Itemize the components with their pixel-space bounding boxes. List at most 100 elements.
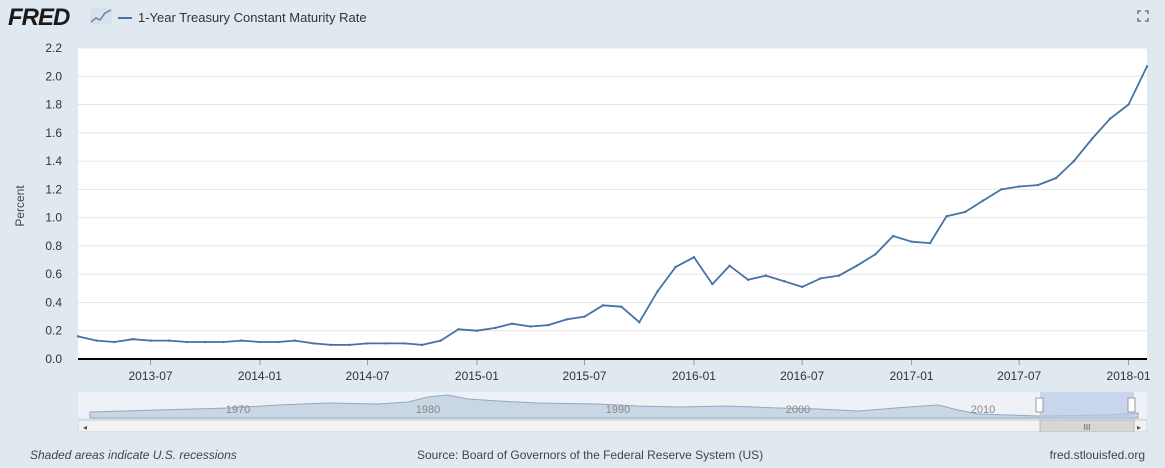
x-tick-label: 2015-07 <box>563 369 607 383</box>
data-point <box>510 322 514 325</box>
series-group <box>76 65 1149 347</box>
data-point <box>439 339 442 342</box>
data-point <box>421 343 424 347</box>
navigator-handle-left[interactable] <box>1035 397 1044 413</box>
data-point <box>403 342 406 345</box>
navigator-label: 1980 <box>416 404 440 416</box>
data-point <box>475 329 479 332</box>
data-point <box>494 326 497 330</box>
y-tick-label: 0.4 <box>45 295 62 309</box>
data-point <box>746 278 750 282</box>
data-point <box>131 338 134 341</box>
y-tick-label: 0.6 <box>45 267 62 281</box>
data-point <box>783 280 786 283</box>
x-tick-label: 2014-01 <box>238 369 282 383</box>
navigator-label: 1970 <box>226 404 250 416</box>
y-tick-label: 2.0 <box>45 69 62 83</box>
data-point <box>945 215 948 218</box>
data-point <box>800 285 804 289</box>
navigator-label: 2010 <box>971 404 995 416</box>
data-point <box>277 340 280 344</box>
data-point <box>167 339 171 342</box>
data-point <box>1054 176 1058 180</box>
data-point <box>366 342 369 345</box>
x-axis-ticks: 2013-07 2014-01 2014-07 2015-01 2015-07 2016-… <box>129 359 1151 383</box>
site-link[interactable]: fred.stlouisfed.org <box>1049 448 1145 462</box>
fred-logo[interactable]: FRED <box>8 4 70 31</box>
navigator-label: 2000 <box>786 404 810 416</box>
data-point <box>529 325 532 328</box>
data-point <box>855 264 859 267</box>
fullscreen-icon[interactable] <box>1137 10 1149 25</box>
navigator[interactable]: 1970 1980 1990 2000 2010 III ◂ ▸ <box>78 392 1147 432</box>
y-tick-label: 1.8 <box>45 98 62 112</box>
y-tick-label: 1.2 <box>45 182 62 196</box>
data-point <box>891 234 895 238</box>
data-point <box>1108 117 1112 120</box>
data-point <box>1072 159 1076 163</box>
x-tick-label: 2016-07 <box>780 369 824 383</box>
x-tick-label: 2013-07 <box>129 369 173 383</box>
x-tick-label: 2018-01 <box>1107 369 1151 383</box>
y-tick-label: 1.6 <box>45 126 62 140</box>
chart-trend-icon <box>90 8 112 24</box>
y-axis-ticks: 0.0 0.2 0.4 0.6 0.8 1.0 1.2 1.4 1.6 1.8 2.0 2.2 <box>45 41 62 366</box>
x-tick-label: 2015-01 <box>455 369 499 383</box>
data-point <box>1017 185 1021 188</box>
scrollbar-track[interactable] <box>78 419 1147 432</box>
data-point <box>330 343 333 347</box>
data-point <box>1145 65 1149 68</box>
series-line <box>77 66 1148 346</box>
y-tick-label: 0.2 <box>45 324 62 338</box>
x-tick-label: 2017-07 <box>997 369 1041 383</box>
data-point <box>1036 183 1039 187</box>
y-tick-label: 1.4 <box>45 154 62 168</box>
data-point <box>674 265 677 269</box>
plot-area <box>78 48 1147 359</box>
legend-label: 1-Year Treasury Constant Maturity Rate <box>138 10 367 25</box>
chart-area: 0.0 0.2 0.4 0.6 0.8 1.0 1.2 1.4 1.6 1.8 2.0 2.2 201… <box>13 41 1151 383</box>
data-point <box>1091 137 1094 140</box>
source-note: Source: Board of Governors of the Federa… <box>417 448 764 462</box>
y-tick-label: 0.0 <box>45 352 62 366</box>
data-point <box>76 335 80 338</box>
data-point <box>874 253 877 256</box>
header-bar: FRED 1-Year Treasury Constant Maturity R… <box>0 0 1165 36</box>
x-tick-label: 2016-01 <box>672 369 716 383</box>
scrollbar-thumb[interactable] <box>1039 419 1135 432</box>
data-point <box>981 199 985 202</box>
data-point <box>258 340 262 344</box>
data-point <box>638 321 641 324</box>
data-point <box>620 305 623 308</box>
y-axis-label: Percent <box>13 185 27 227</box>
data-point <box>95 339 98 342</box>
data-point <box>240 339 243 342</box>
data-point <box>656 289 659 293</box>
data-point <box>728 264 731 267</box>
data-point <box>312 342 315 345</box>
data-point <box>819 277 822 280</box>
y-tick-label: 0.8 <box>45 239 62 253</box>
navigator-selection[interactable] <box>1040 392 1134 418</box>
legend[interactable]: 1-Year Treasury Constant Maturity Rate <box>118 10 367 25</box>
data-point <box>601 304 605 307</box>
data-point <box>711 282 714 286</box>
navigator-labels: 1970 1980 1990 2000 2010 <box>226 404 995 416</box>
data-point <box>1127 103 1130 106</box>
data-point <box>384 342 388 345</box>
data-point <box>764 274 768 277</box>
navigator-label: 1990 <box>606 404 630 416</box>
scroll-right-icon[interactable]: ▸ <box>1137 423 1141 432</box>
data-point <box>186 340 189 344</box>
data-point <box>547 323 550 327</box>
data-point <box>149 339 152 342</box>
navigator-handle-right[interactable] <box>1127 397 1136 413</box>
data-point <box>910 240 913 243</box>
data-point <box>583 315 586 318</box>
data-point <box>222 340 225 344</box>
data-point <box>293 339 297 342</box>
data-point <box>1000 188 1003 191</box>
data-point <box>348 343 351 347</box>
scroll-left-icon[interactable]: ◂ <box>83 423 87 432</box>
y-tick-label: 1.0 <box>45 211 62 225</box>
